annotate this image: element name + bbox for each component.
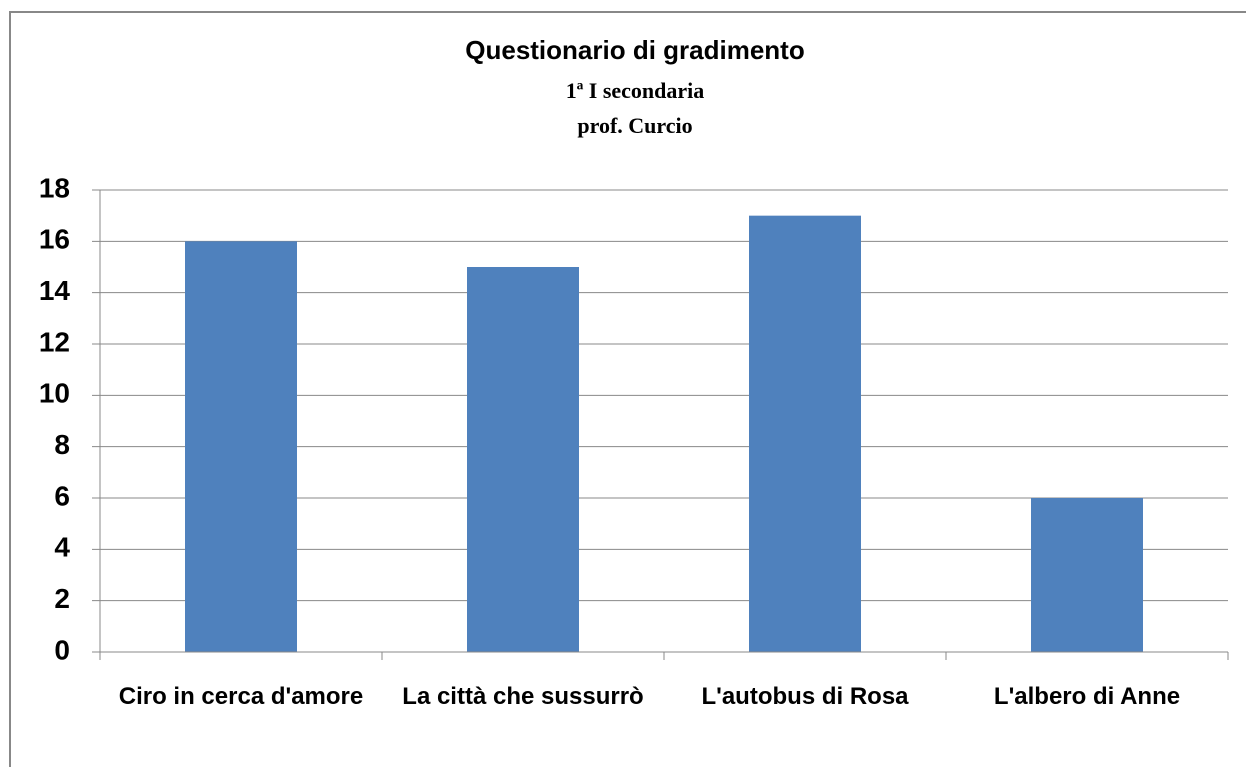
y-tick-label: 16: [39, 224, 70, 255]
chart-frame: [9, 11, 1246, 767]
y-tick-label: 2: [54, 583, 70, 614]
chart-subtitle: prof. Curcio: [577, 113, 692, 138]
y-tick-label: 0: [54, 634, 70, 665]
chart-title: Questionario di gradimento: [465, 35, 804, 65]
chart-subtitle: 1ª I secondaria: [566, 78, 705, 103]
y-tick-label: 18: [39, 172, 70, 203]
y-tick-label: 10: [39, 378, 70, 409]
y-tick-label: 6: [54, 480, 70, 511]
x-tick-label: L'autobus di Rosa: [701, 683, 909, 710]
bar: [1031, 498, 1143, 652]
bar: [749, 215, 861, 652]
x-tick-label: Ciro in cerca d'amore: [118, 683, 364, 710]
x-tick-label: L'albero di Anne: [993, 683, 1181, 710]
y-tick-label: 14: [39, 275, 71, 306]
bar: [467, 267, 579, 652]
y-tick-label: 4: [54, 532, 70, 563]
y-tick-label: 8: [54, 429, 70, 460]
x-tick-label: La città che sussurrò: [402, 683, 644, 710]
y-tick-label: 12: [39, 326, 70, 357]
bar: [185, 241, 297, 653]
